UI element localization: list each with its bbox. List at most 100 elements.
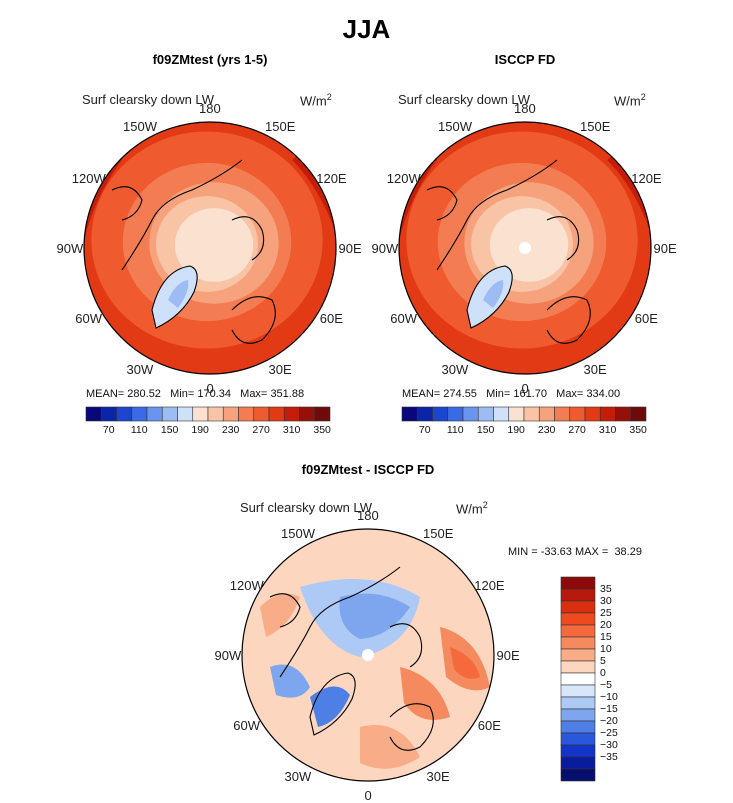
lon-label: 150E <box>265 119 296 135</box>
lon-label: 60E <box>634 310 658 326</box>
colorbar-tick: 25 <box>600 607 612 619</box>
colorbar-cell <box>177 406 194 422</box>
min-label: MIN = <box>508 546 538 558</box>
map-anomaly-patch-7 <box>360 725 420 769</box>
mean-label: MEAN= <box>402 388 441 400</box>
max-label: Max= <box>556 388 584 400</box>
colorbar-tick: 190 <box>507 424 525 436</box>
colorbar-cell <box>447 406 464 422</box>
colorbar-tick: 350 <box>313 424 331 436</box>
units-label-obs: W/m2 <box>614 92 646 108</box>
map-pole-marker <box>519 242 531 254</box>
colorbar-cell <box>630 406 647 422</box>
max-value: 334.00 <box>586 388 621 400</box>
lon-label: 180 <box>199 100 221 116</box>
lon-label: 120E <box>316 170 347 186</box>
lon-label: 90E <box>653 240 677 256</box>
figure-title: JJA <box>342 14 391 44</box>
map-coastline-2 <box>546 296 591 344</box>
colorbar-cell <box>560 768 596 782</box>
colorbar-cell <box>432 406 449 422</box>
units-base: W/m <box>300 93 327 109</box>
map-coastline-0 <box>436 159 580 271</box>
lon-label: 0 <box>364 787 372 803</box>
polar-map-diff <box>240 527 496 783</box>
lon-label: 150W <box>123 119 157 135</box>
lon-label: 30W <box>284 768 312 784</box>
colorbar-cell <box>401 406 418 422</box>
colorbar-cell <box>560 732 596 746</box>
colorbar-cell <box>560 696 596 710</box>
map-boundary-circle <box>83 121 337 375</box>
lon-label: 90W <box>214 647 242 663</box>
colorbar-tick: −10 <box>600 691 618 703</box>
lon-label: 150W <box>281 526 315 542</box>
min-label: Min= <box>170 388 195 400</box>
colorbar-tick: −25 <box>600 727 618 739</box>
colorbar-cell <box>508 406 525 422</box>
colorbar-tick: 15 <box>600 631 612 643</box>
colorbar-tick: 230 <box>221 424 240 436</box>
lon-label: 150E <box>423 526 454 542</box>
map-fill-group <box>84 122 336 374</box>
colorbar-cell <box>268 406 285 422</box>
lon-label: 120W <box>71 170 106 186</box>
lon-label: 30W <box>126 361 154 377</box>
min-value: 170.34 <box>197 388 231 400</box>
lon-label: 60E <box>477 717 501 733</box>
lon-label: 30E <box>583 361 607 377</box>
lon-label: 120W <box>386 170 421 186</box>
map-fill-group <box>242 529 494 781</box>
colorbar-tick: 10 <box>600 643 612 655</box>
map-greenland-core <box>483 280 504 308</box>
variable-label-obs: Surf clearsky down LW <box>398 92 530 107</box>
colorbar-cell <box>560 756 596 770</box>
colorbar-cell <box>584 406 601 422</box>
colorbar-cell <box>560 672 596 686</box>
mean-value: 280.52 <box>127 388 161 400</box>
colorbar-diff <box>560 576 596 782</box>
map-boundary-circle <box>398 121 652 375</box>
colorbar-tick: 35 <box>600 583 612 595</box>
lon-label: 60W <box>75 310 102 326</box>
variable-label-model: Surf clearsky down LW <box>82 92 214 107</box>
colorbar-tick: −30 <box>600 739 618 751</box>
map-greenland-core <box>168 280 189 308</box>
colorbar-cell <box>416 406 433 422</box>
lon-label: 120E <box>474 577 505 593</box>
map-svg <box>241 528 495 782</box>
min-value: -33.63 <box>540 546 572 558</box>
colorbar-tick: 190 <box>191 424 209 436</box>
map-coastline-0 <box>279 566 423 678</box>
units-label-diff: W/m2 <box>456 500 488 516</box>
colorbar-cell <box>538 406 555 422</box>
stats-obs: MEAN= 274.55 Min= 161.70 Max= 334.00 <box>402 388 620 400</box>
map-coastline-0 <box>121 159 265 271</box>
colorbar-cell <box>560 612 596 626</box>
colorbar-tick: 150 <box>476 424 495 436</box>
map-anomaly-patch-6 <box>310 686 350 727</box>
colorbar-cell <box>207 406 224 422</box>
lon-label: 0 <box>521 380 529 396</box>
colorbar-cell <box>569 406 586 422</box>
colorbar-model <box>85 406 331 422</box>
colorbar-cell <box>554 406 571 422</box>
colorbar-cell <box>314 406 331 422</box>
colorbar-cell <box>192 406 209 422</box>
lon-label: 180 <box>357 507 379 523</box>
stats-model: MEAN= 280.52 Min= 170.34 Max= 351.88 <box>86 388 304 400</box>
lon-label: 30E <box>426 768 450 784</box>
map-coastline-1 <box>151 265 198 329</box>
lon-label: 90W <box>371 240 399 256</box>
colorbar-tick: −5 <box>600 679 612 691</box>
map-coastline-1 <box>466 265 513 329</box>
max-value: 351.88 <box>270 388 305 400</box>
colorbar-tick: 30 <box>600 595 612 607</box>
map-coastline-2 <box>389 703 434 751</box>
colorbar-cell <box>560 576 596 590</box>
colorbar-tick: 270 <box>568 424 586 436</box>
lon-label: 30E <box>268 361 292 377</box>
colorbar-cell <box>161 406 178 422</box>
colorbar-tick: 0 <box>600 667 606 679</box>
colorbar-cell <box>560 744 596 758</box>
